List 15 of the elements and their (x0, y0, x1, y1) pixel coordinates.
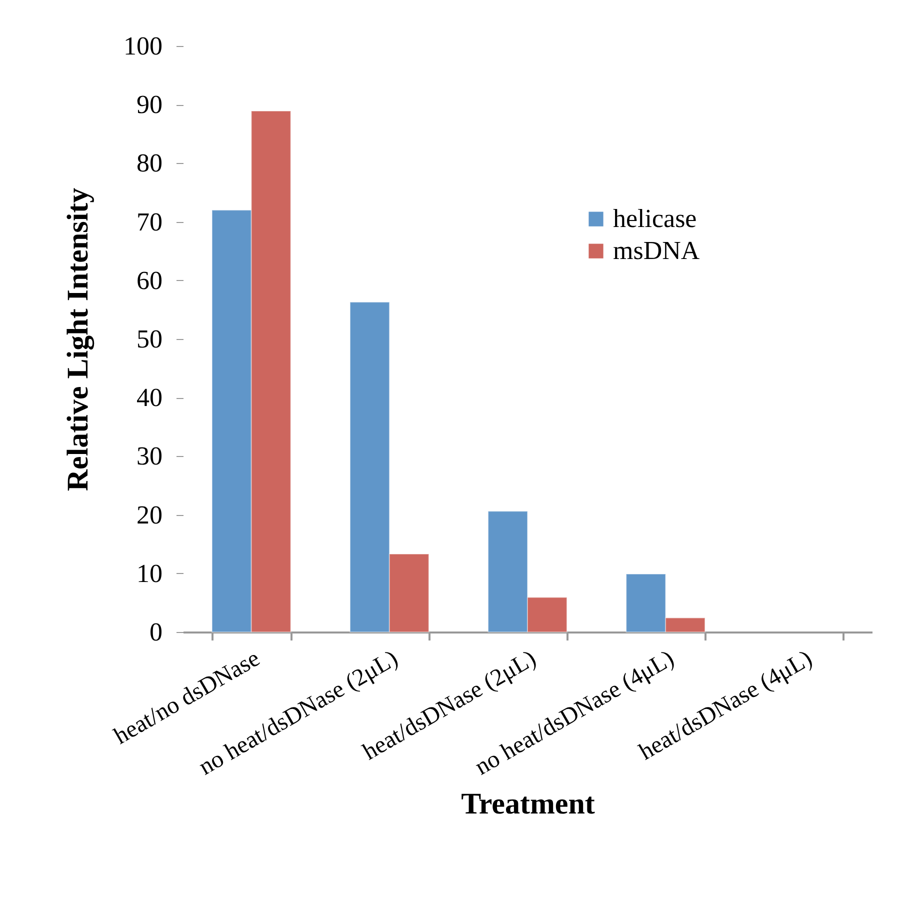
legend-label: helicase (613, 204, 697, 233)
legend-label: msDNA (613, 236, 700, 265)
y-tick-label: 70 (136, 207, 162, 236)
y-tick-label: 30 (136, 442, 162, 471)
y-tick-label: 10 (136, 558, 162, 588)
y-tick-label: 40 (136, 383, 162, 412)
y-tick-label: 60 (136, 266, 162, 295)
y-tick-label: 50 (136, 324, 162, 354)
y-tick-label: 100 (124, 32, 162, 60)
y-axis-title: Relative Light Intensity (62, 188, 94, 492)
y-tick-label: 20 (136, 500, 162, 530)
y-tick-label: 0 (150, 618, 162, 646)
x-axis-title: Treatment (461, 788, 595, 821)
y-tick-label: 80 (136, 148, 162, 178)
y-tick-label: 90 (136, 90, 162, 120)
